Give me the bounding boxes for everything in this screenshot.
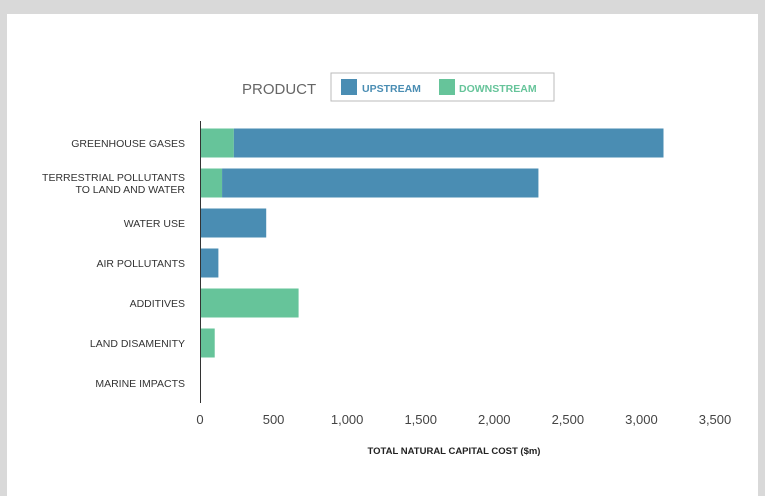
category-label: TERRESTRIAL POLLUTANTS TO LAND AND WATER	[42, 172, 185, 196]
x-tick-label: 3,000	[625, 412, 658, 427]
category-label-line: MARINE IMPACTS	[95, 378, 185, 390]
x-tick-label: 3,500	[699, 412, 732, 427]
bar-group	[200, 128, 664, 358]
category-label: ADDITIVES	[130, 298, 185, 310]
bar-upstream-3	[200, 248, 219, 278]
category-label-line: WATER USE	[124, 218, 185, 230]
legend-title: PRODUCT	[242, 81, 316, 98]
x-tick-label: 500	[263, 412, 285, 427]
category-label: WATER USE	[124, 218, 185, 230]
legend-swatch-downstream	[439, 79, 455, 95]
x-axis-ticks: 0 500 1,000 1,500 2,000 2,500 3,000 3,500	[196, 412, 731, 427]
x-axis-label: TOTAL NATURAL CAPITAL COST ($m)	[368, 446, 541, 457]
category-label-line: TO LAND AND WATER	[76, 184, 186, 196]
bar-downstream-1	[200, 168, 223, 198]
category-label: GREENHOUSE GASES	[71, 138, 185, 150]
bar-upstream-2	[200, 208, 267, 238]
x-tick-label: 2,000	[478, 412, 511, 427]
category-label: AIR POLLUTANTS	[97, 258, 186, 270]
category-label-line: ADDITIVES	[130, 298, 185, 310]
bar-upstream-0	[233, 128, 664, 158]
x-tick-label: 1,500	[404, 412, 437, 427]
bar-downstream-0	[200, 128, 234, 158]
x-tick-label: 1,000	[331, 412, 364, 427]
category-label: LAND DISAMENITY	[90, 338, 185, 350]
bar-downstream-5	[200, 328, 215, 358]
category-labels: GREENHOUSE GASES TERRESTRIAL POLLUTANTS TO…	[42, 138, 185, 390]
legend-label-downstream: DOWNSTREAM	[459, 83, 537, 95]
category-label-line: AIR POLLUTANTS	[97, 258, 186, 270]
category-label-line: TERRESTRIAL POLLUTANTS	[42, 172, 185, 184]
legend: PRODUCT UPSTREAM DOWNSTREAM	[242, 72, 555, 102]
x-tick-label: 2,500	[552, 412, 585, 427]
category-label-line: GREENHOUSE GASES	[71, 138, 185, 150]
category-label: MARINE IMPACTS	[95, 378, 185, 390]
legend-label-upstream: UPSTREAM	[362, 83, 421, 95]
bar-upstream-1	[222, 168, 539, 198]
x-tick-label: 0	[196, 412, 203, 427]
legend-swatch-upstream	[341, 79, 357, 95]
category-label-line: LAND DISAMENITY	[90, 338, 185, 350]
bar-downstream-4	[200, 288, 299, 318]
